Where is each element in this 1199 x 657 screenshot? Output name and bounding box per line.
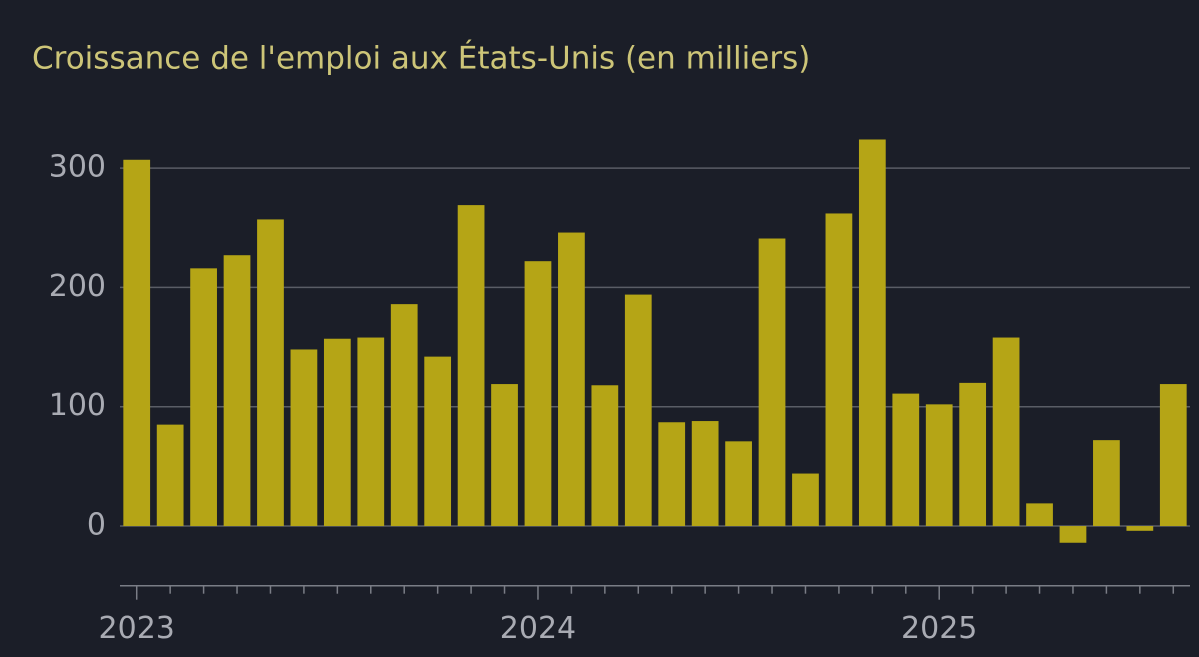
bar [725,441,752,527]
bar [457,205,485,527]
bar [825,213,853,527]
bar [558,232,585,527]
bar [658,422,686,527]
bar [123,159,151,527]
bar [190,268,217,527]
bar [257,219,284,527]
bar [591,385,619,527]
y-tick-label: 100 [49,388,106,423]
bar [491,384,518,527]
bar [925,404,953,527]
bar [323,338,351,527]
x-tick-label: 2024 [500,611,576,646]
bar [424,356,452,527]
bar [223,255,251,527]
chart-title: Croissance de l'emploi aux États-Unis (e… [32,41,810,77]
bar [1026,503,1053,527]
y-tick-label: 300 [49,150,106,185]
bar [357,337,385,527]
bar [992,337,1020,527]
y-tick-label: 200 [49,269,106,304]
bar [524,261,552,527]
y-tick-label: 0 [87,508,106,543]
bar [792,473,819,527]
bar [758,238,786,527]
bar [959,382,987,527]
x-tick-label: 2025 [901,611,977,646]
bar [1059,526,1087,543]
bar [1159,384,1187,527]
bar [691,421,719,527]
bar [1126,526,1154,531]
bar [858,139,886,527]
bar [290,349,318,527]
x-tick-label: 2023 [99,611,175,646]
bar [892,393,920,527]
bar [624,294,652,527]
bar [1093,440,1120,527]
bar [156,424,184,527]
bar [390,304,418,527]
